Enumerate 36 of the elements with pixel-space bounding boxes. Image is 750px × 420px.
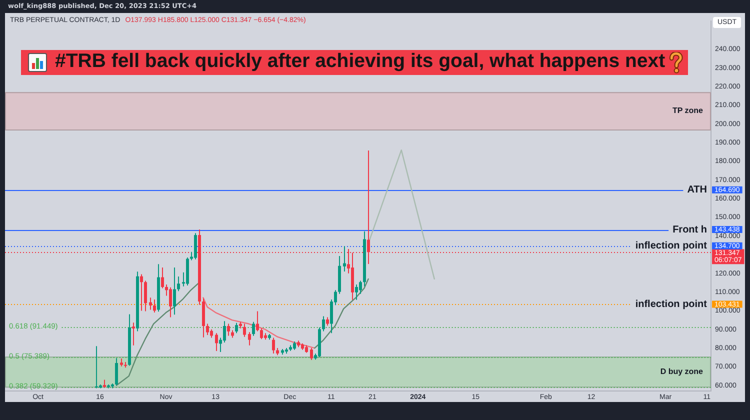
candlestick: [223, 320, 226, 343]
candlestick: [322, 316, 325, 332]
candlestick: [227, 323, 230, 336]
candlestick: [144, 280, 147, 312]
candlestick: [260, 328, 263, 340]
candlestick: [153, 298, 156, 314]
candlestick: [194, 232, 197, 260]
band-label: TP zone: [672, 106, 704, 116]
ref-line-label: ATH: [687, 184, 707, 196]
candlestick: [355, 284, 358, 300]
band-label: D buy zone: [660, 366, 704, 376]
candlestick: [115, 358, 118, 386]
candlestick: [256, 310, 259, 332]
candlestick: [359, 280, 362, 294]
candlestick: [173, 267, 176, 316]
ref-line-label: Front h: [672, 224, 707, 236]
candlestick: [243, 323, 246, 338]
candlestick: [248, 332, 251, 346]
text: #TRB fell back quickly after achieving its goal, what happens next: [55, 50, 666, 73]
candlestick: [206, 323, 209, 336]
candlestick: [215, 332, 218, 352]
candlestick: [310, 348, 313, 360]
candlestick: [272, 337, 275, 354]
ref-line-label: inflection point: [635, 299, 708, 310]
candlestick: [343, 246, 346, 272]
candlestick: [140, 274, 143, 312]
candlestick: [161, 267, 164, 289]
candlestick: [235, 322, 238, 334]
candlestick: [252, 321, 255, 336]
candlestick: [367, 150, 370, 264]
candlestick: [169, 286, 172, 318]
candlestick: [95, 346, 98, 389]
candlestick: [177, 276, 180, 292]
candlestick: [149, 297, 152, 310]
candlestick: [132, 322, 135, 346]
ref-line-label: inflection point: [635, 240, 708, 252]
